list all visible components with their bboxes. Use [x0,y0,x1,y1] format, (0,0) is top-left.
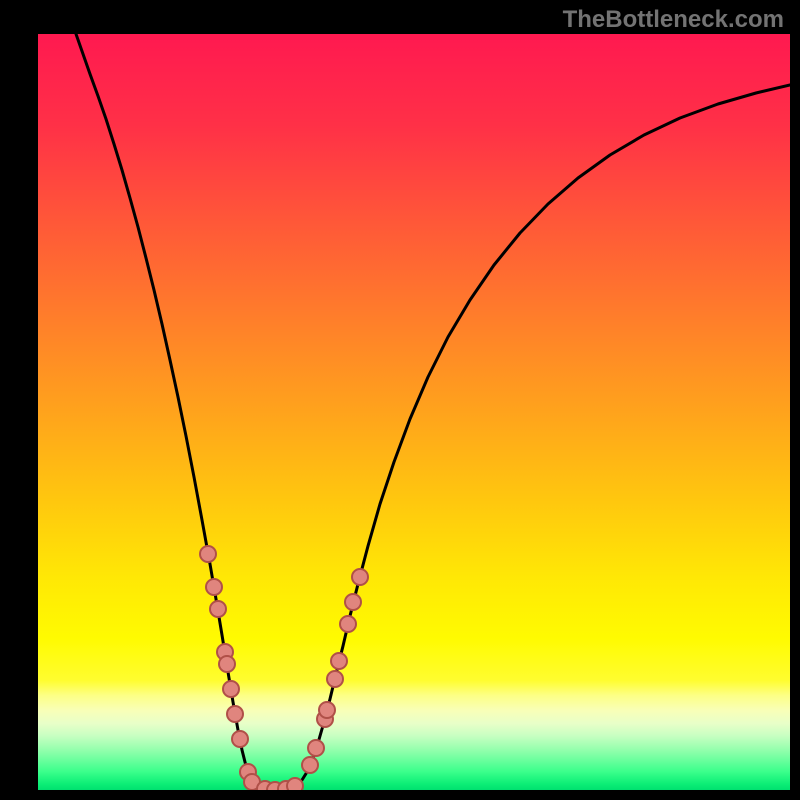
curve-marker [319,702,335,718]
curve-marker [227,706,243,722]
plot-svg [38,34,790,790]
curve-marker [308,740,324,756]
bottleneck-curve [76,34,790,790]
curve-marker [200,546,216,562]
curve-marker [352,569,368,585]
curve-marker [331,653,347,669]
curve-marker [206,579,222,595]
curve-marker [327,671,343,687]
curve-marker [287,778,303,790]
curve-marker [219,656,235,672]
curve-marker [210,601,226,617]
curve-marker [302,757,318,773]
watermark-label: TheBottleneck.com [563,6,784,34]
curve-marker [345,594,361,610]
curve-marker [232,731,248,747]
curve-marker [340,616,356,632]
curve-marker [223,681,239,697]
curve-markers [200,546,368,790]
canvas-frame: TheBottleneck.com [0,0,800,800]
plot-area [38,34,790,790]
